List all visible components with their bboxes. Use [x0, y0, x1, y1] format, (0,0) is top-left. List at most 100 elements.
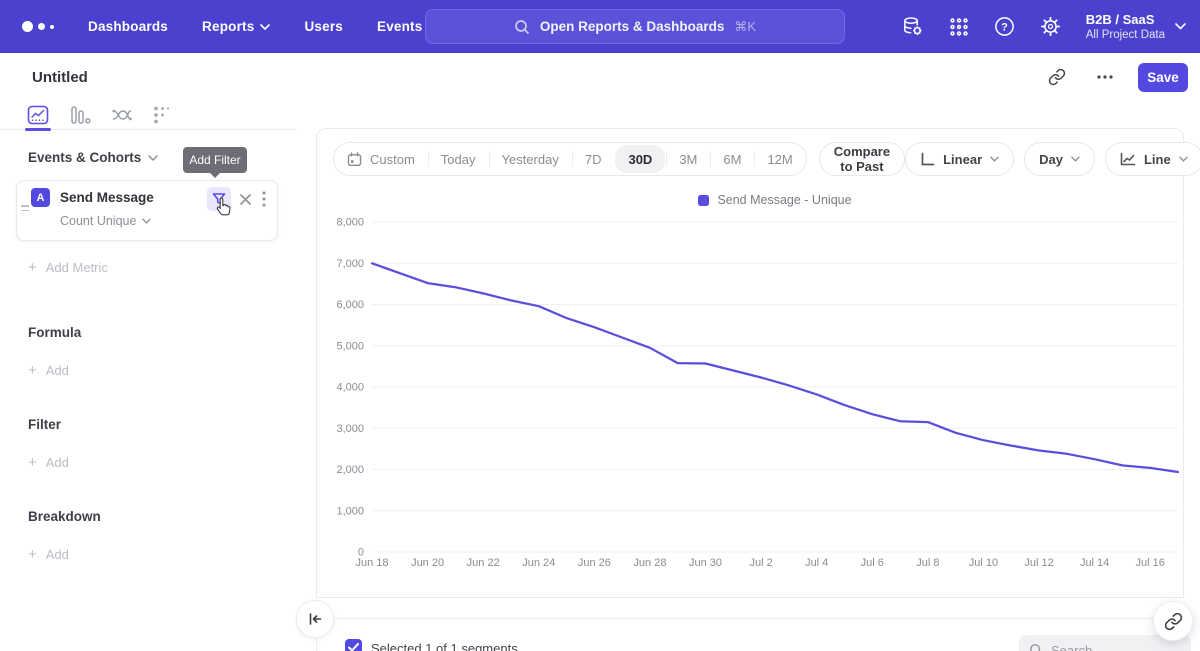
events-cohorts-heading[interactable]: Events & Cohorts — [28, 150, 159, 165]
granularity-dropdown[interactable]: Day — [1024, 142, 1095, 176]
more-options-button[interactable] — [1090, 62, 1120, 92]
nav-item-users[interactable]: Users — [304, 19, 343, 34]
x-tick-label: Jun 24 — [522, 557, 555, 569]
search-shortcut: ⌘K — [734, 18, 757, 34]
settings-gear-icon[interactable] — [1040, 16, 1062, 38]
x-tick-label: Jul 14 — [1080, 557, 1109, 569]
x-tick-label: Jun 26 — [578, 557, 611, 569]
tab-flows[interactable] — [109, 103, 135, 127]
collapse-left-icon — [309, 613, 322, 625]
series-line[interactable] — [370, 262, 1180, 474]
metric-aggregation[interactable]: Count Unique — [60, 214, 152, 228]
apps-grid-icon[interactable] — [948, 16, 970, 38]
x-tick-label: Jul 16 — [1136, 557, 1165, 569]
project-switcher[interactable]: B2B / SaaS All Project Data — [1086, 12, 1186, 42]
share-link-fab[interactable] — [1153, 601, 1193, 641]
y-tick-label: 1,000 — [336, 505, 364, 517]
top-nav: Dashboards Reports Users Events Open Report… — [0, 0, 1200, 53]
metric-event-name[interactable]: Send Message — [60, 190, 154, 205]
range-6m[interactable]: 6M — [710, 142, 754, 176]
chart-controls: Custom Today Yesterday 7D 30D 3M 6M 12M Compare… — [333, 142, 1200, 176]
segments-panel: Selected 1 of 1 segments Search — [316, 618, 1191, 651]
x-tick-label: Jun 18 — [355, 557, 388, 569]
segments-checkbox[interactable] — [345, 639, 362, 651]
range-12m[interactable]: 12M — [754, 142, 805, 176]
metric-more-button[interactable] — [255, 189, 273, 209]
nav-item-events[interactable]: Events — [376, 19, 423, 34]
range-30d[interactable]: 30D — [615, 145, 666, 173]
drag-handle[interactable] — [21, 205, 29, 211]
chevron-down-icon — [260, 23, 271, 30]
retention-dots-icon — [154, 106, 170, 124]
x-tick-label: Jun 28 — [633, 557, 666, 569]
chart-type-tabs — [0, 101, 297, 131]
x-tick-label: Jul 2 — [749, 557, 772, 569]
range-today[interactable]: Today — [427, 142, 489, 176]
chart-legend[interactable]: Send Message - Unique — [372, 193, 1178, 207]
close-icon — [239, 193, 251, 205]
range-yesterday[interactable]: Yesterday — [488, 142, 572, 176]
chart-type-dropdown[interactable]: Line — [1104, 142, 1200, 176]
remove-metric-button[interactable] — [235, 189, 255, 209]
help-icon[interactable]: ? — [994, 16, 1016, 38]
add-filter-button[interactable]: + Add — [28, 454, 69, 471]
copy-link-button[interactable] — [1042, 62, 1072, 92]
range-7d[interactable]: 7D — [571, 142, 615, 176]
legend-series-name: Send Message - Unique — [717, 193, 852, 207]
tab-retention[interactable] — [149, 103, 175, 127]
line-chart-icon — [27, 105, 49, 125]
scale-dropdown[interactable]: Linear — [905, 142, 1015, 176]
add-metric-button[interactable]: + Add Metric — [28, 259, 108, 276]
chevron-down-icon — [990, 156, 999, 162]
section-heading-breakdown: Breakdown — [28, 509, 101, 524]
tab-bar-chart[interactable] — [67, 103, 93, 127]
date-range-group: Custom Today Yesterday 7D 30D 3M 6M 12M — [333, 142, 807, 176]
search-icon — [515, 19, 529, 34]
x-tick-label: Jul 8 — [916, 557, 939, 569]
chevron-down-icon — [148, 154, 159, 161]
calendar-icon — [347, 151, 362, 166]
add-filter-tooltip: Add Filter — [183, 147, 247, 178]
x-tick-label: Jul 12 — [1024, 557, 1053, 569]
section-heading-formula: Formula — [28, 325, 82, 340]
nav-item-dashboards[interactable]: Dashboards — [88, 19, 169, 34]
nav-item-reports[interactable]: Reports — [202, 19, 271, 34]
collapse-sidebar-button[interactable] — [296, 600, 334, 638]
mixpanel-logo[interactable] — [22, 21, 54, 32]
display-controls: Linear Day Line — [905, 142, 1200, 176]
global-search-input[interactable]: Open Reports & Dashboards ⌘K — [425, 9, 845, 44]
y-tick-label: 5,000 — [336, 340, 364, 352]
chevron-down-icon — [1071, 156, 1080, 162]
range-custom[interactable]: Custom — [334, 142, 428, 176]
chart-panel: Custom Today Yesterday 7D 30D 3M 6M 12M Compare… — [316, 128, 1200, 598]
legend-swatch — [698, 194, 710, 206]
primary-nav: Dashboards Reports Users Events — [88, 19, 422, 34]
funnel-filter-icon — [212, 193, 226, 205]
report-title[interactable]: Untitled — [32, 68, 88, 86]
add-formula-button[interactable]: + Add — [28, 362, 69, 379]
add-filter-button[interactable] — [207, 187, 231, 211]
bar-chart-icon — [70, 106, 91, 124]
segments-search-input[interactable]: Search — [1019, 635, 1191, 651]
tab-insights-line[interactable] — [25, 103, 51, 131]
data-management-icon[interactable] — [902, 16, 924, 38]
y-tick-label: 6,000 — [336, 299, 364, 311]
compare-to-past-button[interactable]: Compare to Past — [818, 142, 906, 176]
chevron-down-icon — [142, 218, 152, 224]
section-heading-filter: Filter — [28, 417, 62, 432]
add-breakdown-button[interactable]: + Add — [28, 546, 69, 563]
save-button[interactable]: Save — [1138, 62, 1188, 92]
search-icon — [1030, 644, 1041, 651]
y-tick-label: 7,000 — [336, 258, 364, 270]
range-3m[interactable]: 3M — [666, 142, 710, 176]
report-header: Untitled Save — [0, 53, 1200, 101]
x-tick-label: Jun 20 — [411, 557, 444, 569]
x-tick-label: Jun 22 — [467, 557, 500, 569]
link-icon — [1164, 612, 1182, 630]
line-chart[interactable]: 0 1,000 2,000 3,000 4,000 5,000 6,000 7,000 8,00… — [317, 129, 1183, 597]
metric-card: A Send Message Count Unique — [16, 180, 278, 241]
y-tick-label: 4,000 — [336, 382, 364, 394]
x-tick-label: Jun 30 — [689, 557, 722, 569]
search-placeholder: Open Reports & Dashboards — [539, 19, 725, 34]
